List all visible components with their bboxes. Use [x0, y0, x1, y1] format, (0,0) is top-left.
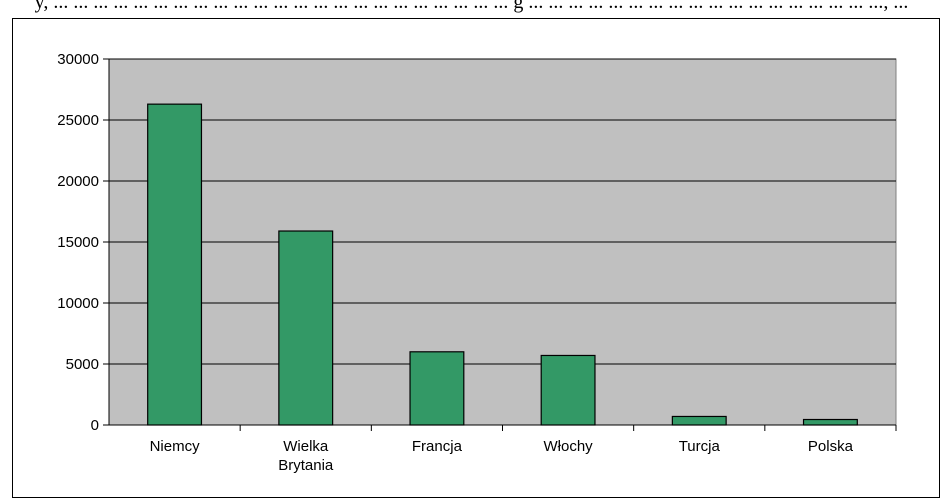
y-tick-label: 0: [91, 417, 99, 434]
x-tick-label: Włochy: [543, 438, 593, 455]
bar-chart: 0 5000 10000 15000 20000 25000 30000 Niemcy Wie…: [57, 51, 897, 474]
bar: [802, 418, 858, 426]
x-tick-label: Turcja: [679, 438, 721, 455]
y-tick-label: 20000: [57, 173, 99, 190]
bar: [147, 103, 203, 426]
bar: [409, 351, 465, 426]
y-tick-label: 10000: [57, 295, 99, 312]
bar: [540, 354, 596, 426]
y-tick-label: 25000: [57, 112, 99, 129]
y-tick-label: 5000: [66, 356, 99, 373]
chart-title-cut-off: y, ... ... ... ... ... ... ... ... ... .…: [0, 0, 943, 14]
x-tick-label: Wielka: [283, 438, 329, 455]
bars: [147, 103, 858, 426]
y-tick-label: 15000: [57, 234, 99, 251]
x-tick-label: Niemcy: [150, 438, 201, 455]
gridlines: [109, 58, 896, 365]
x-tick-label: Francja: [412, 438, 463, 455]
x-tick-label: Brytania: [278, 457, 334, 474]
y-axis-tick-labels: 0 5000 10000 15000 20000 25000 30000: [57, 51, 99, 434]
bar: [671, 415, 727, 426]
x-axis-tick-labels: Niemcy Wielka Brytania Francja Włochy Turcja P…: [150, 438, 854, 474]
chart-title-text: y, ... ... ... ... ... ... ... ... ... .…: [34, 0, 909, 13]
y-tick-label: 30000: [57, 51, 99, 68]
bar: [278, 230, 334, 426]
axes: [103, 58, 897, 431]
chart-frame: 0 5000 10000 15000 20000 25000 30000 Niemcy Wie…: [12, 18, 940, 498]
x-tick-label: Polska: [808, 438, 854, 455]
